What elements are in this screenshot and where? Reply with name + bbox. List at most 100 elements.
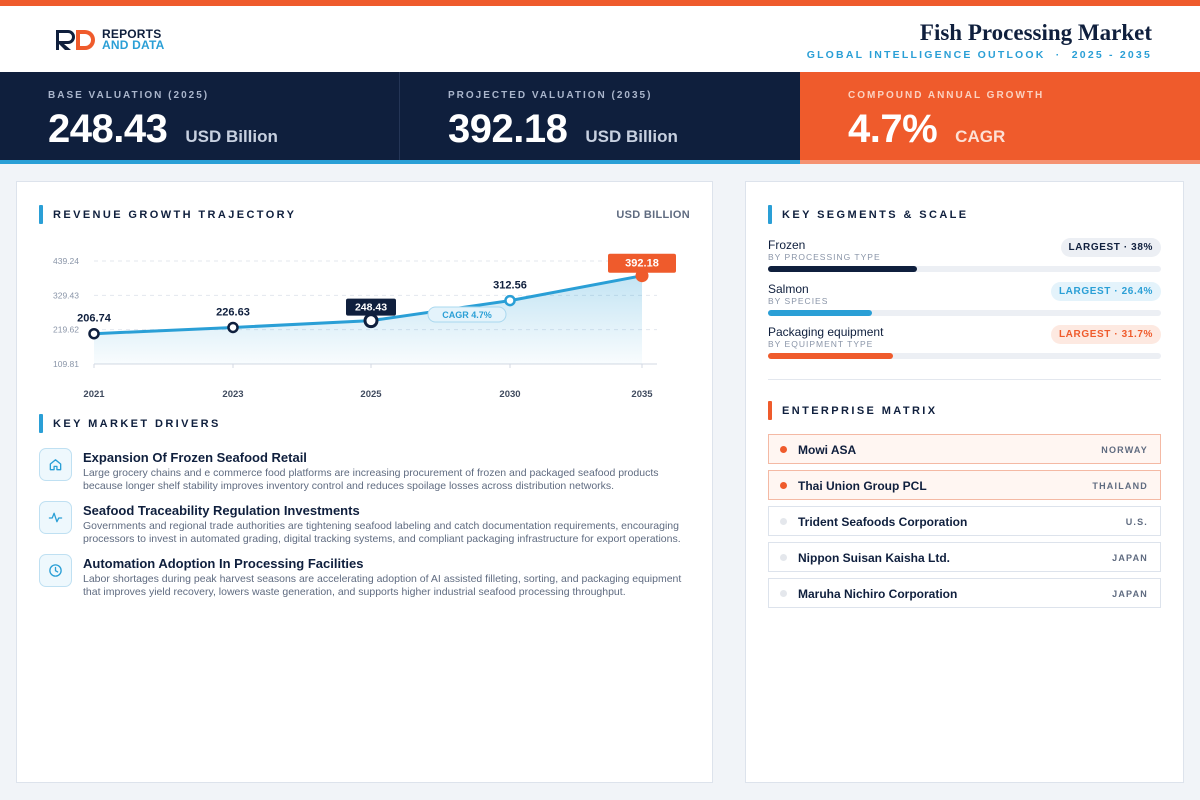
brand-name-line1: REPORTS — [102, 27, 162, 41]
kpi-value: 4.7% — [848, 107, 938, 151]
segment-salmon: Salmon BY SPECIES LARGEST · 26.4% — [768, 282, 1161, 322]
driver-title: Expansion Of Frozen Seafood Retail — [83, 450, 307, 465]
company-status-dot — [780, 518, 787, 525]
data-label: 226.63 — [216, 306, 250, 318]
company-status-dot — [780, 446, 787, 453]
kpi-base-valuation: BASE VALUATION (2025) 248.43 USD Billion — [0, 72, 400, 164]
driver-item: Expansion Of Frozen Seafood Retail Large… — [39, 446, 689, 499]
home-icon — [39, 448, 72, 481]
segment-packaging-equipment: Packaging equipment BY EQUIPMENT TYPE LA… — [768, 325, 1161, 365]
data-point — [504, 294, 516, 307]
brand-logo-mark — [56, 30, 95, 50]
company-country: JAPAN — [1112, 553, 1148, 563]
company-status-dot — [780, 590, 787, 597]
company-name: Maruha Nichiro Corporation — [798, 587, 958, 601]
kpi-band: BASE VALUATION (2025) 248.43 USD Billion… — [0, 72, 1200, 164]
data-label: 206.74 — [77, 313, 112, 325]
kpi-unit: USD Billion — [585, 127, 678, 146]
driver-item: Automation Adoption In Processing Facili… — [39, 552, 689, 605]
company-name: Trident Seafoods Corporation — [798, 515, 968, 529]
revenue-title-text: REVENUE GROWTH TRAJECTORY — [53, 208, 297, 221]
company-country: THAILAND — [1092, 481, 1148, 491]
page-header: REPORTS AND DATA Fish Processing Market … — [0, 6, 1200, 72]
segment-share-track — [768, 310, 1161, 316]
activity-icon — [39, 501, 72, 534]
company-row[interactable]: Trident Seafoods Corporation U.S. — [768, 506, 1161, 536]
segment-share-bar — [768, 310, 872, 316]
segment-category: BY SPECIES — [768, 296, 829, 306]
kpi-value: 392.18 — [448, 107, 568, 151]
clock-icon — [39, 554, 72, 587]
segment-category: BY EQUIPMENT TYPE — [768, 339, 874, 349]
company-row[interactable]: Maruha Nichiro Corporation JAPAN — [768, 578, 1161, 608]
segment-share-badge: LARGEST · 31.7% — [1050, 325, 1161, 344]
company-row[interactable]: Thai Union Group PCL THAILAND — [768, 470, 1161, 500]
kpi-label: BASE VALUATION (2025) — [48, 90, 210, 101]
driver-title: Seafood Traceability Regulation Investme… — [83, 503, 360, 518]
kpi-unit: USD Billion — [185, 127, 278, 146]
section-divider — [768, 379, 1161, 380]
data-label: 248.43 — [355, 302, 387, 314]
x-tick-label: 2025 — [360, 389, 382, 400]
segment-share-track — [768, 353, 1161, 359]
segment-share-bar — [768, 353, 893, 359]
page-title: Fish Processing Market — [919, 20, 1152, 45]
data-point — [227, 321, 239, 334]
data-label: 312.56 — [493, 280, 527, 292]
section-accent-bar — [768, 401, 772, 420]
segments-section-title: KEY SEGMENTS & SCALE — [768, 205, 969, 224]
y-tick-label: 439.24 — [53, 256, 79, 266]
section-accent-bar — [768, 205, 772, 224]
revenue-section-title: REVENUE GROWTH TRAJECTORY — [39, 205, 296, 224]
segment-share-badge: LARGEST · 38% — [1060, 238, 1161, 257]
brand-logo: REPORTS AND DATA — [54, 28, 164, 52]
x-tick-label: 2035 — [631, 389, 653, 400]
segment-name: Frozen — [768, 238, 806, 252]
x-tick-label: 2021 — [83, 389, 105, 400]
kpi-projected-valuation: PROJECTED VALUATION (2035) 392.18 USD Bi… — [400, 72, 800, 164]
top-accent-stripe — [0, 0, 1200, 6]
page-subtitle: GLOBAL INTELLIGENCE OUTLOOK · 2025 - 203… — [806, 49, 1152, 61]
segment-name: Packaging equipment — [768, 325, 884, 339]
kpi-unit: CAGR — [955, 127, 1006, 146]
drivers-list: Expansion Of Frozen Seafood Retail Large… — [39, 446, 689, 605]
company-row[interactable]: Nippon Suisan Kaisha Ltd. JAPAN — [768, 542, 1161, 572]
cagr-pill-label: CAGR 4.7% — [442, 310, 492, 320]
driver-description: Large grocery chains and e commerce food… — [83, 467, 659, 492]
drivers-title-text: KEY MARKET DRIVERS — [53, 417, 221, 430]
segments-matrix-card: KEY SEGMENTS & SCALE Frozen BY PROCESSIN… — [745, 181, 1184, 783]
matrix-section-title: ENTERPRISE MATRIX — [768, 401, 938, 420]
y-tick-label: 329.43 — [53, 290, 79, 300]
segment-name: Salmon — [768, 282, 809, 296]
company-name: Mowi ASA — [798, 443, 857, 457]
kpi-underline — [0, 160, 800, 164]
company-country: NORWAY — [1101, 445, 1148, 455]
segment-share-track — [768, 266, 1161, 272]
x-tick-label: 2030 — [499, 389, 520, 400]
y-tick-label: 219.62 — [53, 325, 79, 335]
kpi-underline-accent — [800, 160, 1200, 164]
section-accent-bar — [39, 414, 43, 433]
data-label-box — [608, 253, 676, 273]
segment-share-badge: LARGEST · 26.4% — [1050, 282, 1161, 301]
matrix-title-text: ENTERPRISE MATRIX — [782, 404, 938, 417]
revenue-chart: 2021 2023 2025 2030 2035 439.24 329.43 219.62 1… — [53, 253, 676, 400]
company-row[interactable]: Mowi ASA NORWAY — [768, 434, 1161, 464]
segment-category: BY PROCESSING TYPE — [768, 252, 881, 262]
x-tick-label: 2023 — [222, 389, 243, 400]
brand-name-line2: AND DATA — [102, 38, 165, 52]
segment-frozen: Frozen BY PROCESSING TYPE LARGEST · 38% — [768, 238, 1161, 278]
y-tick-label: 109.81 — [53, 359, 79, 369]
segment-share-bar — [768, 266, 918, 272]
kpi-label: PROJECTED VALUATION (2035) — [448, 90, 653, 101]
drivers-section-title: KEY MARKET DRIVERS — [39, 414, 221, 433]
revenue-drivers-card: REVENUE GROWTH TRAJECTORY USD BILLION 20… — [16, 181, 713, 783]
kpi-value: 248.43 — [48, 107, 168, 151]
company-country: U.S. — [1125, 517, 1148, 527]
company-status-dot — [780, 482, 787, 489]
section-accent-bar — [39, 205, 43, 224]
segments-title-text: KEY SEGMENTS & SCALE — [782, 208, 969, 221]
driver-description: Labor shortages during peak harvest seas… — [83, 573, 682, 598]
driver-item: Seafood Traceability Regulation Investme… — [39, 499, 689, 552]
company-status-dot — [780, 554, 787, 561]
